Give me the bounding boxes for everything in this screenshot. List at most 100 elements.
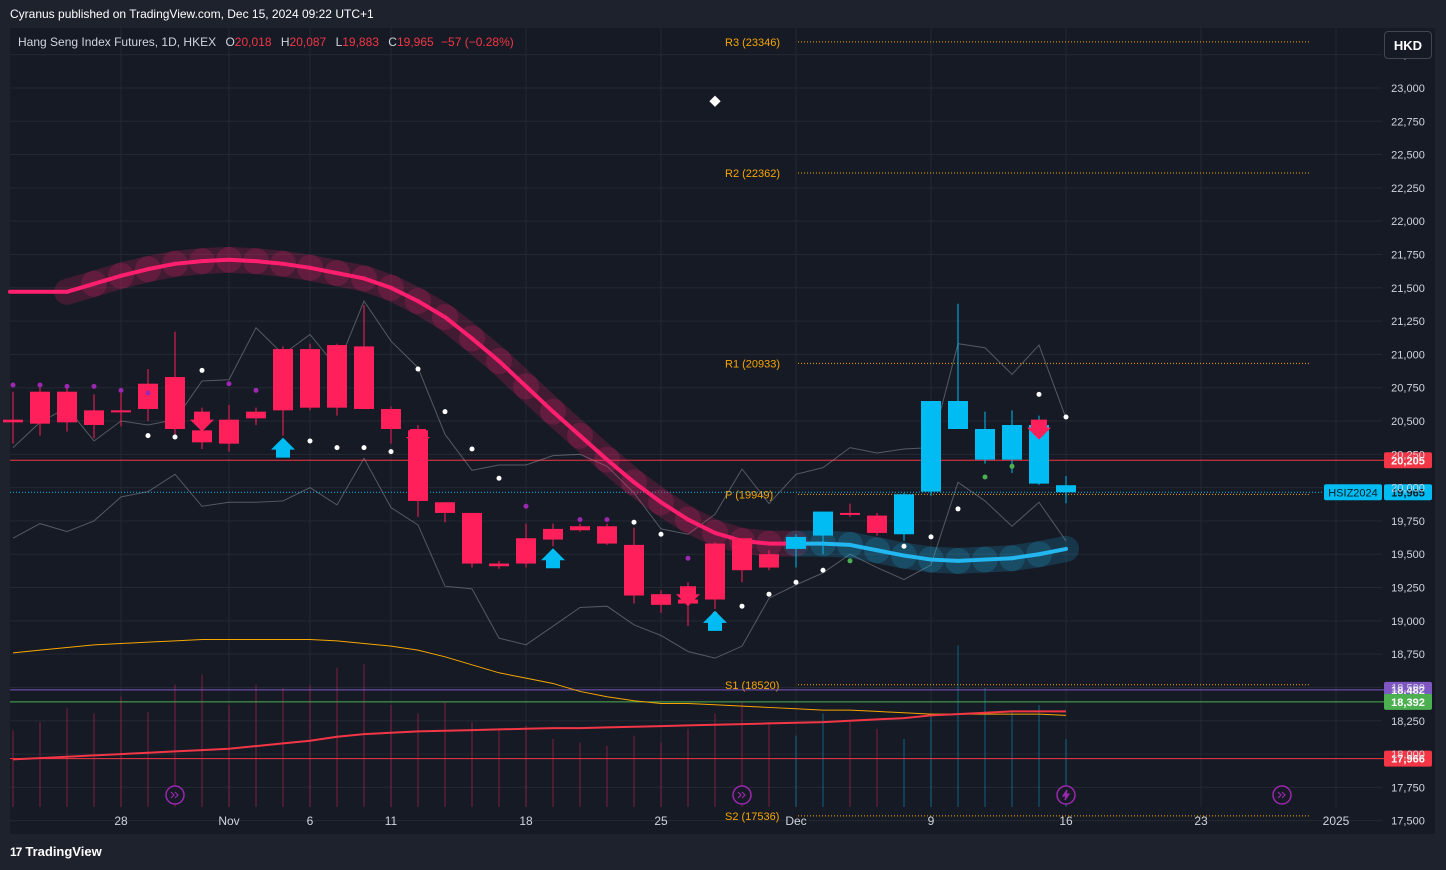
candle-body (921, 401, 941, 492)
signal-dot-white (388, 449, 394, 455)
tradingview-logo[interactable]: 17 TradingView (10, 844, 102, 859)
candle-body (192, 430, 212, 443)
y-tick-label: 22,500 (1391, 150, 1425, 162)
legend-low-label: L (335, 35, 343, 49)
candle-body (489, 563, 509, 567)
x-tick-label: 9 (928, 814, 935, 828)
current-price-box (1384, 484, 1432, 501)
ribbon-line (227, 257, 258, 264)
current-price-text: 19,965 (1391, 487, 1425, 499)
candle-body (327, 345, 347, 408)
ribbon-line (578, 433, 609, 462)
buy-arrow-icon (703, 610, 727, 631)
event-icon-glyph (737, 791, 746, 799)
candle-body (408, 430, 428, 501)
candle-body (462, 512, 482, 564)
x-tick-label: 16 (1059, 814, 1073, 828)
candle-body (597, 526, 617, 544)
chart-area[interactable] (10, 28, 1435, 834)
symbol-tag-box (1324, 484, 1382, 501)
candle-body (273, 349, 293, 411)
ribbon-line (254, 259, 285, 266)
pivot-label: P (19949) (725, 489, 773, 501)
currency-button[interactable]: HKD (1384, 31, 1432, 59)
price-label-text: 17,966 (1391, 754, 1425, 766)
buy-arrow-icon (541, 548, 565, 569)
candle-body (138, 383, 158, 410)
candle-body (435, 502, 455, 513)
signal-dot-white (469, 446, 475, 452)
legend-change: −57 (−0.28%) (441, 35, 514, 49)
sell-arrow-icon (1027, 419, 1051, 440)
ribbon-line (632, 480, 663, 505)
signal-dot-white (334, 445, 340, 451)
y-tick-label: 22,000 (1391, 216, 1425, 228)
signal-dot-white (199, 367, 205, 373)
footer-bar: 17 TradingView (0, 834, 1446, 870)
ribbon-line (497, 359, 528, 389)
ribbon-line (173, 259, 204, 266)
x-tick-label: 28 (114, 814, 128, 828)
candle-body (3, 419, 23, 423)
candle-body (165, 377, 185, 430)
publisher-bar: Cyranus published on TradingView.com, De… (0, 0, 1446, 28)
y-tick-label: 22,750 (1391, 116, 1425, 128)
split-event-icon (1272, 785, 1292, 805)
ribbon-line (551, 409, 582, 438)
ribbon-line (416, 299, 447, 320)
publisher-text: Cyranus published on TradingView.com, De… (10, 7, 374, 21)
signal-dot-green (982, 474, 988, 480)
x-tick-label: Dec (785, 814, 806, 828)
signal-dot-purple (253, 387, 259, 393)
x-tick-label: 11 (385, 814, 398, 828)
candle-body (1056, 485, 1076, 493)
candle-body (840, 512, 860, 515)
ribbon-line (200, 257, 231, 264)
candle-body (30, 391, 50, 424)
candle-body (1029, 425, 1049, 484)
event-icon-glyph (1061, 789, 1071, 801)
price-label-text: 20,205 (1391, 455, 1425, 467)
candle-body (867, 515, 887, 533)
candle-body (813, 511, 833, 536)
candle-body (84, 410, 104, 426)
ribbon-line (821, 541, 852, 547)
y-tick-label: 20,000 (1391, 483, 1425, 495)
diamond-marker (709, 95, 721, 107)
legend-open: 20,018 (234, 35, 272, 49)
candle-body (894, 494, 914, 535)
y-tick-label: 20,250 (1391, 449, 1425, 461)
y-tick-label: 21,500 (1391, 283, 1425, 295)
signal-dot-white (415, 366, 421, 372)
candlestick-chart: R3 (23346) R2 (22362) R1 (20933) P (19949) S… (3, 28, 1432, 828)
x-tick-label: 6 (307, 814, 314, 828)
signal-dot-white (1036, 391, 1042, 397)
candle-body (300, 349, 320, 408)
signal-dot-purple (91, 383, 97, 389)
y-tick-label: 18,000 (1391, 749, 1425, 761)
envelope-upper-line (12, 300, 1067, 535)
candle-body (543, 528, 563, 540)
pivot-label: S2 (17536) (725, 811, 779, 823)
y-tick-label: 19,000 (1391, 616, 1425, 628)
candle-body (948, 401, 968, 430)
candle-body (219, 419, 239, 444)
signal-dot-white (739, 603, 745, 609)
ribbon-line (1010, 552, 1041, 561)
candle-body (1002, 425, 1022, 460)
pivot-label: R2 (22362) (725, 168, 780, 180)
tradingview-brand: TradingView (25, 844, 102, 859)
y-tick-label: 23,000 (1391, 83, 1425, 95)
ribbon-line (119, 267, 150, 278)
x-tick-label: 23 (1194, 814, 1208, 828)
signal-dot-purple (523, 503, 529, 509)
split-event-icon (732, 785, 752, 805)
candle-body (381, 409, 401, 430)
sell-arrow-icon (406, 429, 430, 450)
x-tick-label: 18 (519, 814, 533, 828)
candle-body (354, 346, 374, 410)
split-event-icon (165, 785, 185, 805)
ma-orange-line (12, 638, 1067, 716)
y-tick-label: 21,250 (1391, 316, 1425, 328)
signal-dot-white (658, 531, 664, 537)
